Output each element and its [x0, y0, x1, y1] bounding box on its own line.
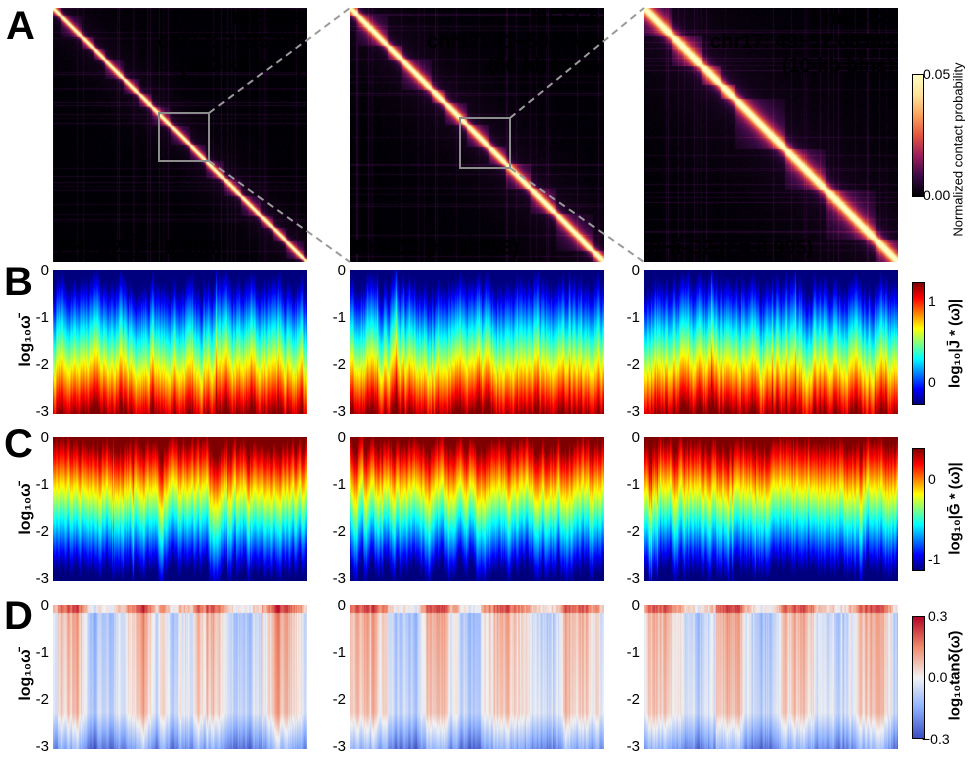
y-tick-label: -2	[332, 523, 346, 540]
y-tick-label: -1	[626, 476, 640, 493]
region-label: chr17: 3−95 Mb	[157, 31, 303, 53]
panel-letter-c: C	[4, 422, 33, 466]
y-tick-label: -2	[626, 691, 640, 708]
colorbar-b	[912, 282, 925, 405]
contact-map-1: mESCs chr17: 3−95 Mb (250-kb bins) PHi-C…	[53, 8, 307, 262]
colorbar-d-label: log₁₀tanδ(ω̄)	[946, 630, 964, 721]
y-tick-label: -3	[626, 570, 640, 587]
cell-type-label: mESCs	[529, 8, 600, 29]
colorbar-c-tick: 0	[928, 471, 936, 487]
bin-size-label: (250-kb bins)	[179, 55, 303, 77]
y-tick-label: 0	[40, 597, 49, 614]
cell-type-label: mESCs	[232, 8, 303, 29]
colorbar-c-label: log₁₀|Ḡ * (ω̄)|	[946, 462, 964, 555]
contact-map-info: mESCs chr17: 3−95 Mb (250-kb bins)	[158, 8, 303, 78]
y-tick-label: -1	[332, 644, 346, 661]
y-tick-label: -2	[332, 356, 346, 373]
colorbar-d-tick: −0.3	[922, 731, 950, 747]
correlation-label: PHi-C2 (r = 0.995)	[648, 237, 814, 259]
y-tick-label: -3	[35, 570, 49, 587]
y-axis-label-b: log₁₀ω̄	[17, 315, 34, 367]
spectrum-heatmap-j-1	[53, 270, 307, 414]
bin-size-label: (50-kb bins)	[487, 55, 600, 77]
y-tick-label: -1	[35, 309, 49, 326]
colorbar-a	[912, 74, 924, 197]
colorbar-c	[912, 448, 925, 571]
correlation-label: PHi-C2 (r = 0.986)	[57, 237, 223, 259]
y-tick-label: 0	[631, 262, 640, 279]
spectrum-heatmap-tan-1	[53, 605, 307, 749]
spectrum-heatmap-g-2	[350, 437, 604, 581]
y-tick-label: 0	[631, 597, 640, 614]
y-tick-label: 0	[40, 429, 49, 446]
y-tick-label: 0	[40, 262, 49, 279]
y-tick-label: -1	[332, 476, 346, 493]
y-tick-label: -3	[626, 738, 640, 755]
panel-letter-b: B	[4, 260, 33, 304]
y-tick-label: -2	[332, 691, 346, 708]
y-tick-label: -2	[35, 523, 49, 540]
correlation-label: PHi-C2 (r = 0.998)	[354, 237, 520, 259]
contact-map-info: mESCs chr17: 41−59.4 Mb (50-kb bins)	[427, 8, 600, 78]
bin-size-label: (10-kb bins)	[781, 55, 894, 77]
spectrum-heatmap-j-2	[350, 270, 604, 414]
y-tick-label: -1	[626, 644, 640, 661]
colorbar-a-label: Normalized contact probability	[950, 62, 966, 237]
y-tick-label: -2	[626, 523, 640, 540]
panel-letter-a: A	[6, 4, 35, 48]
colorbar-c-tick: -1	[928, 551, 941, 567]
contact-map-3: mESCs chr17: 49−52.68 Mb (10-kb bins) PH…	[644, 8, 898, 262]
y-tick-label: -3	[332, 738, 346, 755]
region-label: chr17: 49−52.68 Mb	[710, 31, 894, 53]
spectrum-heatmap-tan-3	[644, 605, 898, 749]
colorbar-b-tick: 0	[928, 374, 936, 390]
y-tick-label: 0	[631, 429, 640, 446]
y-tick-label: -2	[626, 356, 640, 373]
spectrum-heatmap-tan-2	[350, 605, 604, 749]
contact-map-info: mESCs chr17: 49−52.68 Mb (10-kb bins)	[710, 8, 894, 78]
y-tick-label: -3	[332, 570, 346, 587]
y-tick-label: 0	[337, 597, 346, 614]
colorbar-d	[912, 616, 925, 739]
cell-type-label: mESCs	[823, 8, 894, 29]
y-tick-label: -2	[35, 691, 49, 708]
contact-map-canvas	[644, 8, 898, 262]
y-tick-label: 0	[337, 262, 346, 279]
contact-map-2: mESCs chr17: 41−59.4 Mb (50-kb bins) PHi…	[350, 8, 604, 262]
y-tick-label: -3	[35, 738, 49, 755]
y-tick-label: -3	[35, 403, 49, 420]
region-label: chr17: 41−59.4 Mb	[427, 31, 600, 53]
colorbar-b-label: log₁₀|J̄ * (ω̄)|	[946, 298, 964, 389]
y-tick-label: -1	[626, 309, 640, 326]
y-tick-label: 0	[337, 429, 346, 446]
spectrum-heatmap-g-1	[53, 437, 307, 581]
y-tick-label: -1	[332, 309, 346, 326]
colorbar-d-tick: 0.3	[928, 608, 948, 624]
colorbar-a-max: 0.05	[923, 66, 951, 82]
y-tick-label: -3	[332, 403, 346, 420]
y-axis-label-c: log₁₀ω̄	[17, 483, 34, 535]
y-tick-label: -2	[35, 356, 49, 373]
colorbar-b-tick: 1	[928, 293, 936, 309]
spectrum-heatmap-g-3	[644, 437, 898, 581]
y-tick-label: -3	[626, 403, 640, 420]
colorbar-a-min: 0.00	[923, 187, 951, 203]
panel-letter-d: D	[4, 594, 33, 638]
y-tick-label: -1	[35, 476, 49, 493]
y-tick-label: -1	[35, 644, 49, 661]
colorbar-d-tick: 0.0	[928, 669, 948, 685]
spectrum-heatmap-j-3	[644, 270, 898, 414]
y-axis-label-d: log₁₀ω̄	[17, 649, 34, 701]
